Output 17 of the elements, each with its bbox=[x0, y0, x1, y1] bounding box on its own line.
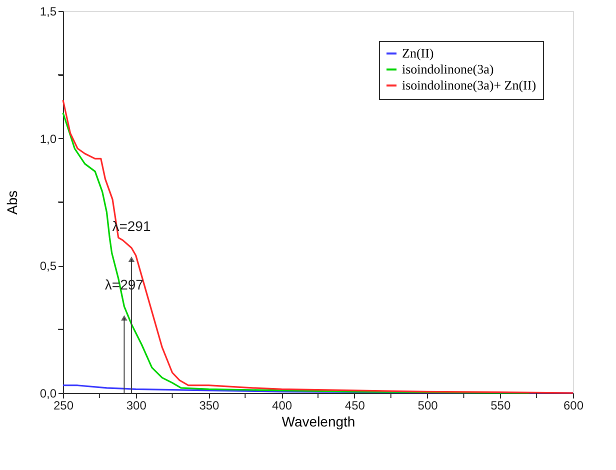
y-tick-label: 1,0 bbox=[40, 132, 57, 146]
x-tick-label: 450 bbox=[344, 398, 366, 412]
x-tick-label: 300 bbox=[126, 398, 147, 412]
x-tick-label: 550 bbox=[490, 398, 511, 412]
x-tick-label: 500 bbox=[418, 398, 438, 412]
y-axis-title: Abs bbox=[4, 190, 20, 215]
x-tick-label: 400 bbox=[272, 398, 292, 412]
y-tick-label: 0,0 bbox=[40, 386, 57, 400]
legend-label: Zn(II) bbox=[402, 46, 434, 60]
x-tick-label: 250 bbox=[53, 398, 74, 412]
y-tick-label: 1,5 bbox=[40, 4, 57, 18]
x-axis-title: Wavelength bbox=[282, 414, 356, 430]
x-tick-label: 350 bbox=[199, 398, 220, 412]
legend-label: isoindolinone(3a)+ Zn(II) bbox=[402, 78, 536, 92]
x-tick-label: 600 bbox=[563, 398, 584, 412]
y-tick-label: 0,5 bbox=[40, 259, 57, 274]
legend-label: isoindolinone(3a) bbox=[402, 62, 494, 76]
